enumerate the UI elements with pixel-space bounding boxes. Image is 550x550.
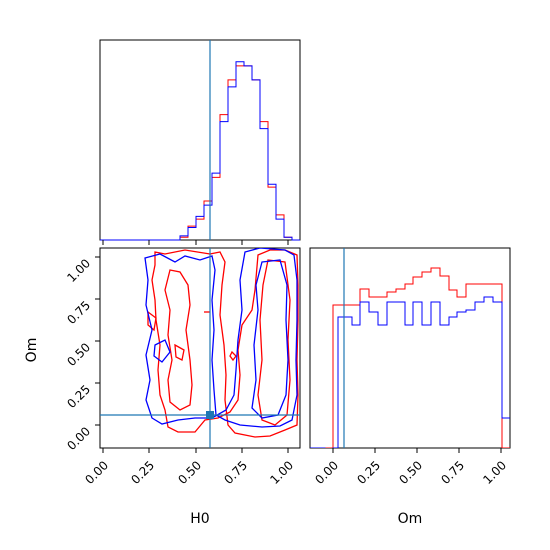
hist-h0-frame: [99, 39, 301, 241]
h0-tick-3: 0.75: [221, 458, 250, 487]
hist-h0-panel: [99, 39, 301, 245]
contour-red-small: [229, 350, 237, 362]
om-x-tick-4: 1.00: [480, 458, 509, 487]
hist-om-x-axis-title: Om: [398, 511, 423, 527]
h0-tick-1: 0.25: [128, 458, 157, 487]
om-y-tick-3: 0.75: [64, 298, 93, 327]
om-y-tick-4: 1.00: [64, 256, 93, 285]
contour-blue-outer: [144, 248, 298, 428]
contour-x-ticks: [102, 448, 289, 453]
contour-blue-inner: [251, 259, 289, 419]
contour-x-axis-title: H0: [190, 511, 209, 527]
om-x-tick-2: 0.50: [396, 458, 425, 487]
om-x-tick-1: 0.25: [354, 458, 383, 487]
hist-om-blue: [310, 296, 510, 448]
hist-om-x-ticks: [332, 448, 502, 453]
om-y-tick-1: 0.25: [64, 382, 93, 411]
hist-om-red: [310, 267, 510, 448]
contour-panel: 0.00 0.25 0.50 0.75 1.00 0.00 0.25 0.50 …: [24, 247, 301, 527]
om-x-tick-0: 0.00: [312, 458, 341, 487]
contour-truth-marker: [206, 411, 214, 419]
hist-h0-step-1: [100, 61, 300, 241]
om-x-tick-3: 0.75: [438, 458, 467, 487]
om-y-tick-0: 0.00: [64, 424, 93, 453]
hist-h0-ticks: [102, 240, 289, 245]
hist-om-frame: [309, 247, 511, 449]
hist-om-x-tick-labels: 0.00 0.25 0.50 0.75 1.00: [312, 458, 509, 487]
contour-x-tick-labels: 0.00 0.25 0.50 0.75 1.00: [82, 458, 296, 487]
contour-blue-inner-2: [153, 339, 171, 363]
hist-om-panel: 0.00 0.25 0.50 0.75 1.00 Om: [309, 247, 511, 527]
hist-h0-series: [100, 61, 300, 241]
h0-tick-2: 0.50: [175, 458, 204, 487]
contour-red-inner-3: [147, 310, 157, 332]
contour-y-axis-title: Om: [24, 338, 40, 363]
contour-red-inner: [164, 269, 193, 411]
contour-y-tick-labels: 0.00 0.25 0.50 0.75 1.00: [64, 256, 93, 453]
contour-red-inner-2: [257, 259, 291, 426]
contour-y-ticks: [95, 256, 100, 426]
om-y-tick-2: 0.50: [64, 340, 93, 369]
contour-red-inner-4: [174, 343, 185, 361]
h0-tick-4: 1.00: [267, 458, 296, 487]
h0-tick-0: 0.00: [82, 458, 111, 487]
